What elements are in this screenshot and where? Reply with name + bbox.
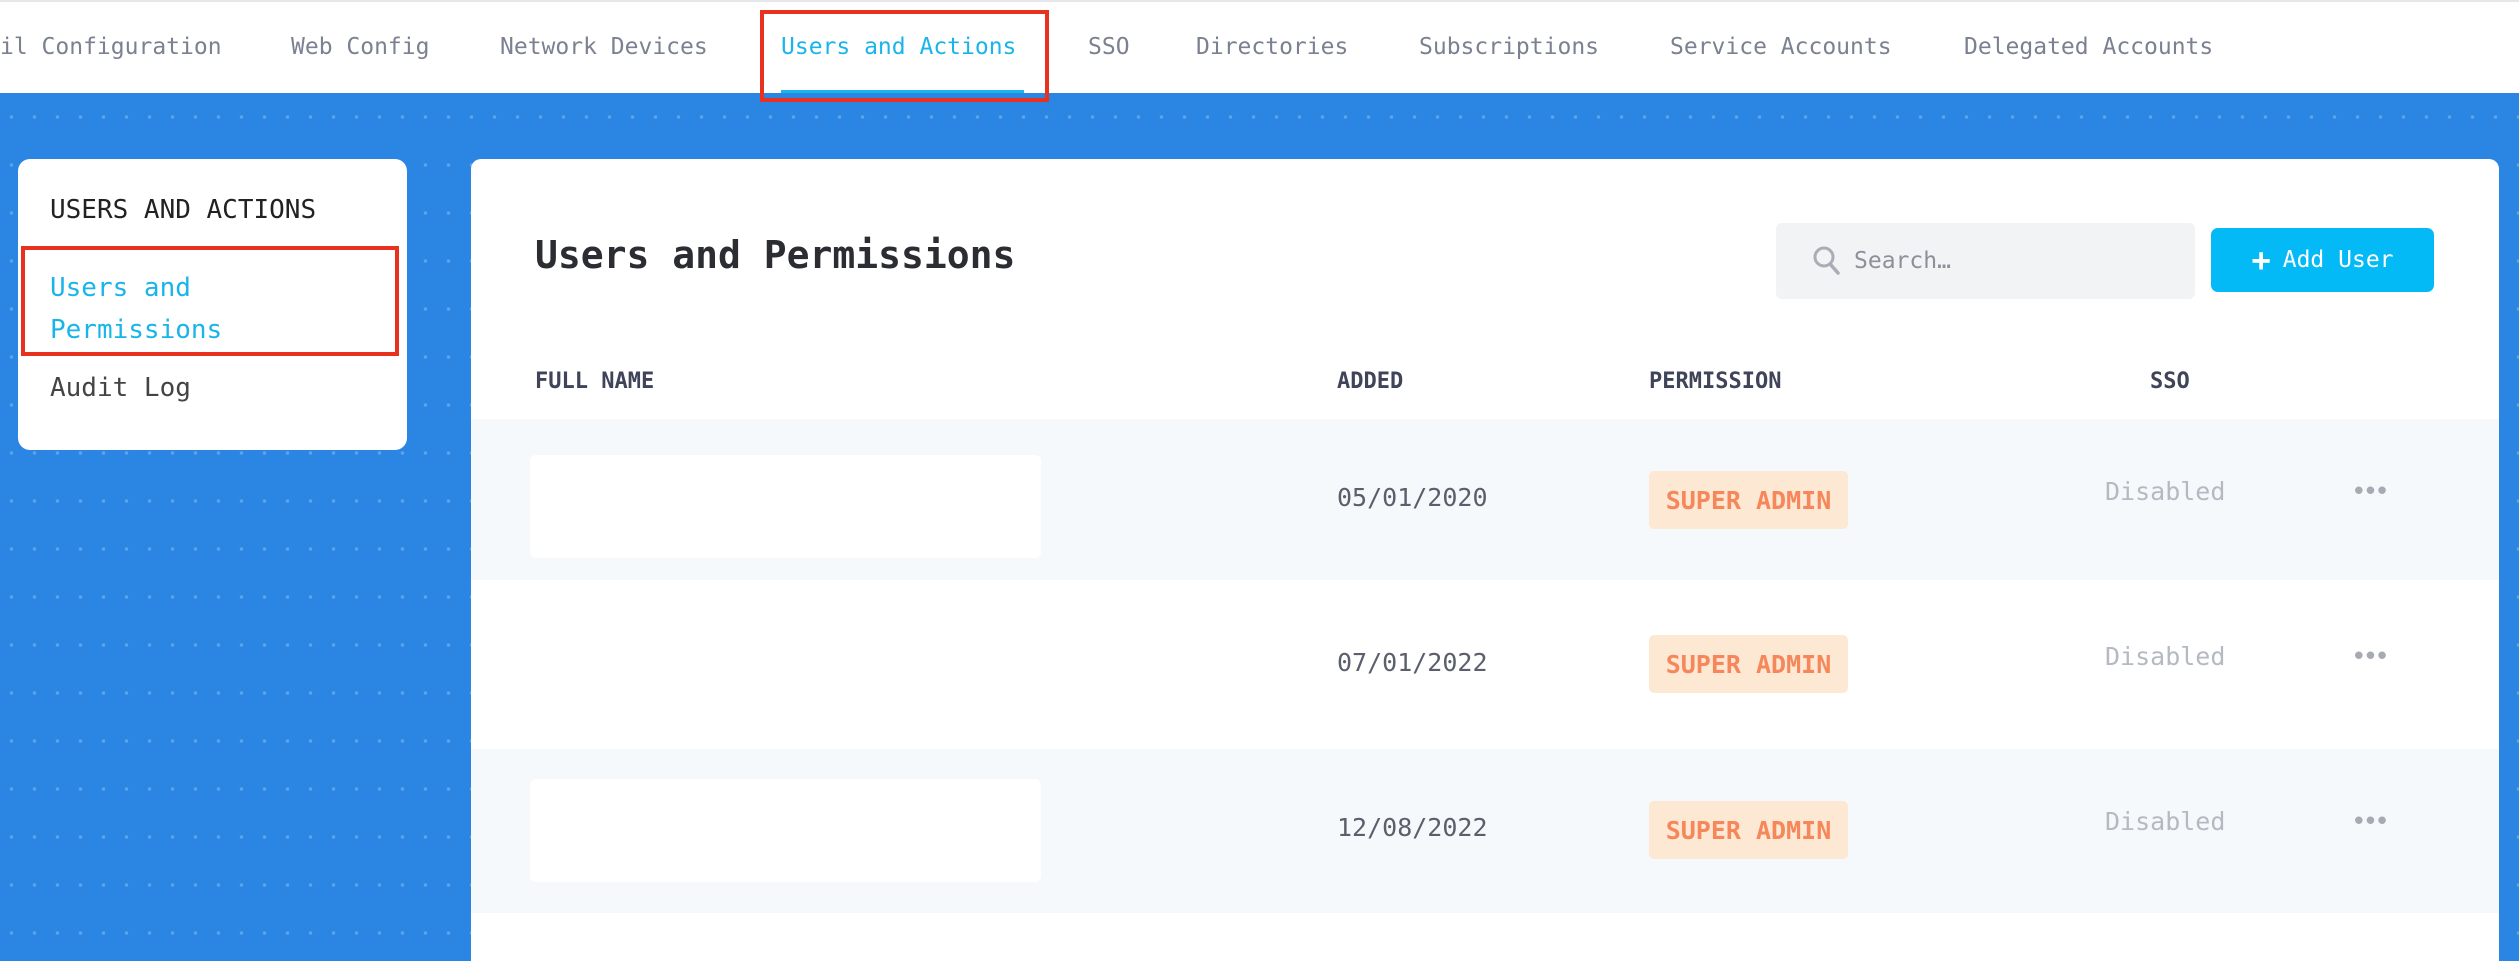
more-horizontal-icon[interactable]: ••• <box>2351 807 2390 837</box>
search-box[interactable] <box>1776 223 2195 299</box>
sidebar-item-audit-log[interactable]: Audit Log <box>50 373 191 403</box>
column-header-permission[interactable]: PERMISSION <box>1649 369 1782 394</box>
top-navigation: il Configuration Web Config Network Devi… <box>0 0 2519 95</box>
added-date: 07/01/2022 <box>1337 648 1488 677</box>
permission-badge: SUPER ADMIN <box>1649 801 1848 859</box>
sso-status: Disabled <box>2105 807 2226 836</box>
permission-badge: SUPER ADMIN <box>1649 635 1848 693</box>
page-title: Users and Permissions <box>535 233 1016 277</box>
highlight-box-sidebar <box>21 246 399 356</box>
tab-network-devices[interactable]: Network Devices <box>500 34 708 60</box>
active-tab-indicator <box>781 90 1024 95</box>
more-horizontal-icon[interactable]: ••• <box>2351 477 2390 507</box>
tab-users-and-actions[interactable]: Users and Actions <box>781 34 1017 60</box>
sidebar-item-users-and-permissions[interactable]: Users and Permissions <box>50 273 223 345</box>
sso-status: Disabled <box>2105 477 2226 506</box>
main-panel: Users and Permissions + Add User FULL NAM… <box>471 159 2499 961</box>
tab-web-config[interactable]: Web Config <box>291 34 430 60</box>
full-name-redacted <box>530 779 1041 882</box>
column-header-full-name[interactable]: FULL NAME <box>535 369 655 394</box>
column-header-sso[interactable]: SSO <box>2150 369 2190 394</box>
tab-sso[interactable]: SSO <box>1088 34 1130 60</box>
full-name-redacted <box>530 455 1041 558</box>
tab-directories[interactable]: Directories <box>1196 34 1349 60</box>
table-row[interactable]: 05/01/2020 SUPER ADMIN Disabled ••• <box>471 419 2499 580</box>
tab-email-configuration[interactable]: il Configuration <box>0 34 222 60</box>
table-row[interactable]: 12/08/2022 SUPER ADMIN Disabled ••• <box>471 749 2499 913</box>
more-horizontal-icon[interactable]: ••• <box>2351 642 2390 672</box>
sidebar: USERS AND ACTIONS Users and Permissions … <box>18 159 407 450</box>
search-icon <box>1813 246 1840 275</box>
add-user-button[interactable]: + Add User <box>2211 228 2434 292</box>
added-date: 05/01/2020 <box>1337 483 1488 512</box>
tab-service-accounts[interactable]: Service Accounts <box>1670 34 1892 60</box>
plus-icon: + <box>2251 241 2271 279</box>
tab-subscriptions[interactable]: Subscriptions <box>1419 34 1600 60</box>
highlight-box-tab <box>760 10 1049 102</box>
sidebar-heading: USERS AND ACTIONS <box>50 195 317 225</box>
table-row[interactable]: 07/01/2022 SUPER ADMIN Disabled ••• <box>471 580 2499 749</box>
column-header-added[interactable]: ADDED <box>1337 369 1404 394</box>
sso-status: Disabled <box>2105 642 2226 671</box>
search-input[interactable] <box>1854 241 2174 281</box>
add-user-label: Add User <box>2282 247 2394 273</box>
added-date: 12/08/2022 <box>1337 813 1488 842</box>
tab-delegated-accounts[interactable]: Delegated Accounts <box>1964 34 2214 60</box>
permission-badge: SUPER ADMIN <box>1649 471 1848 529</box>
